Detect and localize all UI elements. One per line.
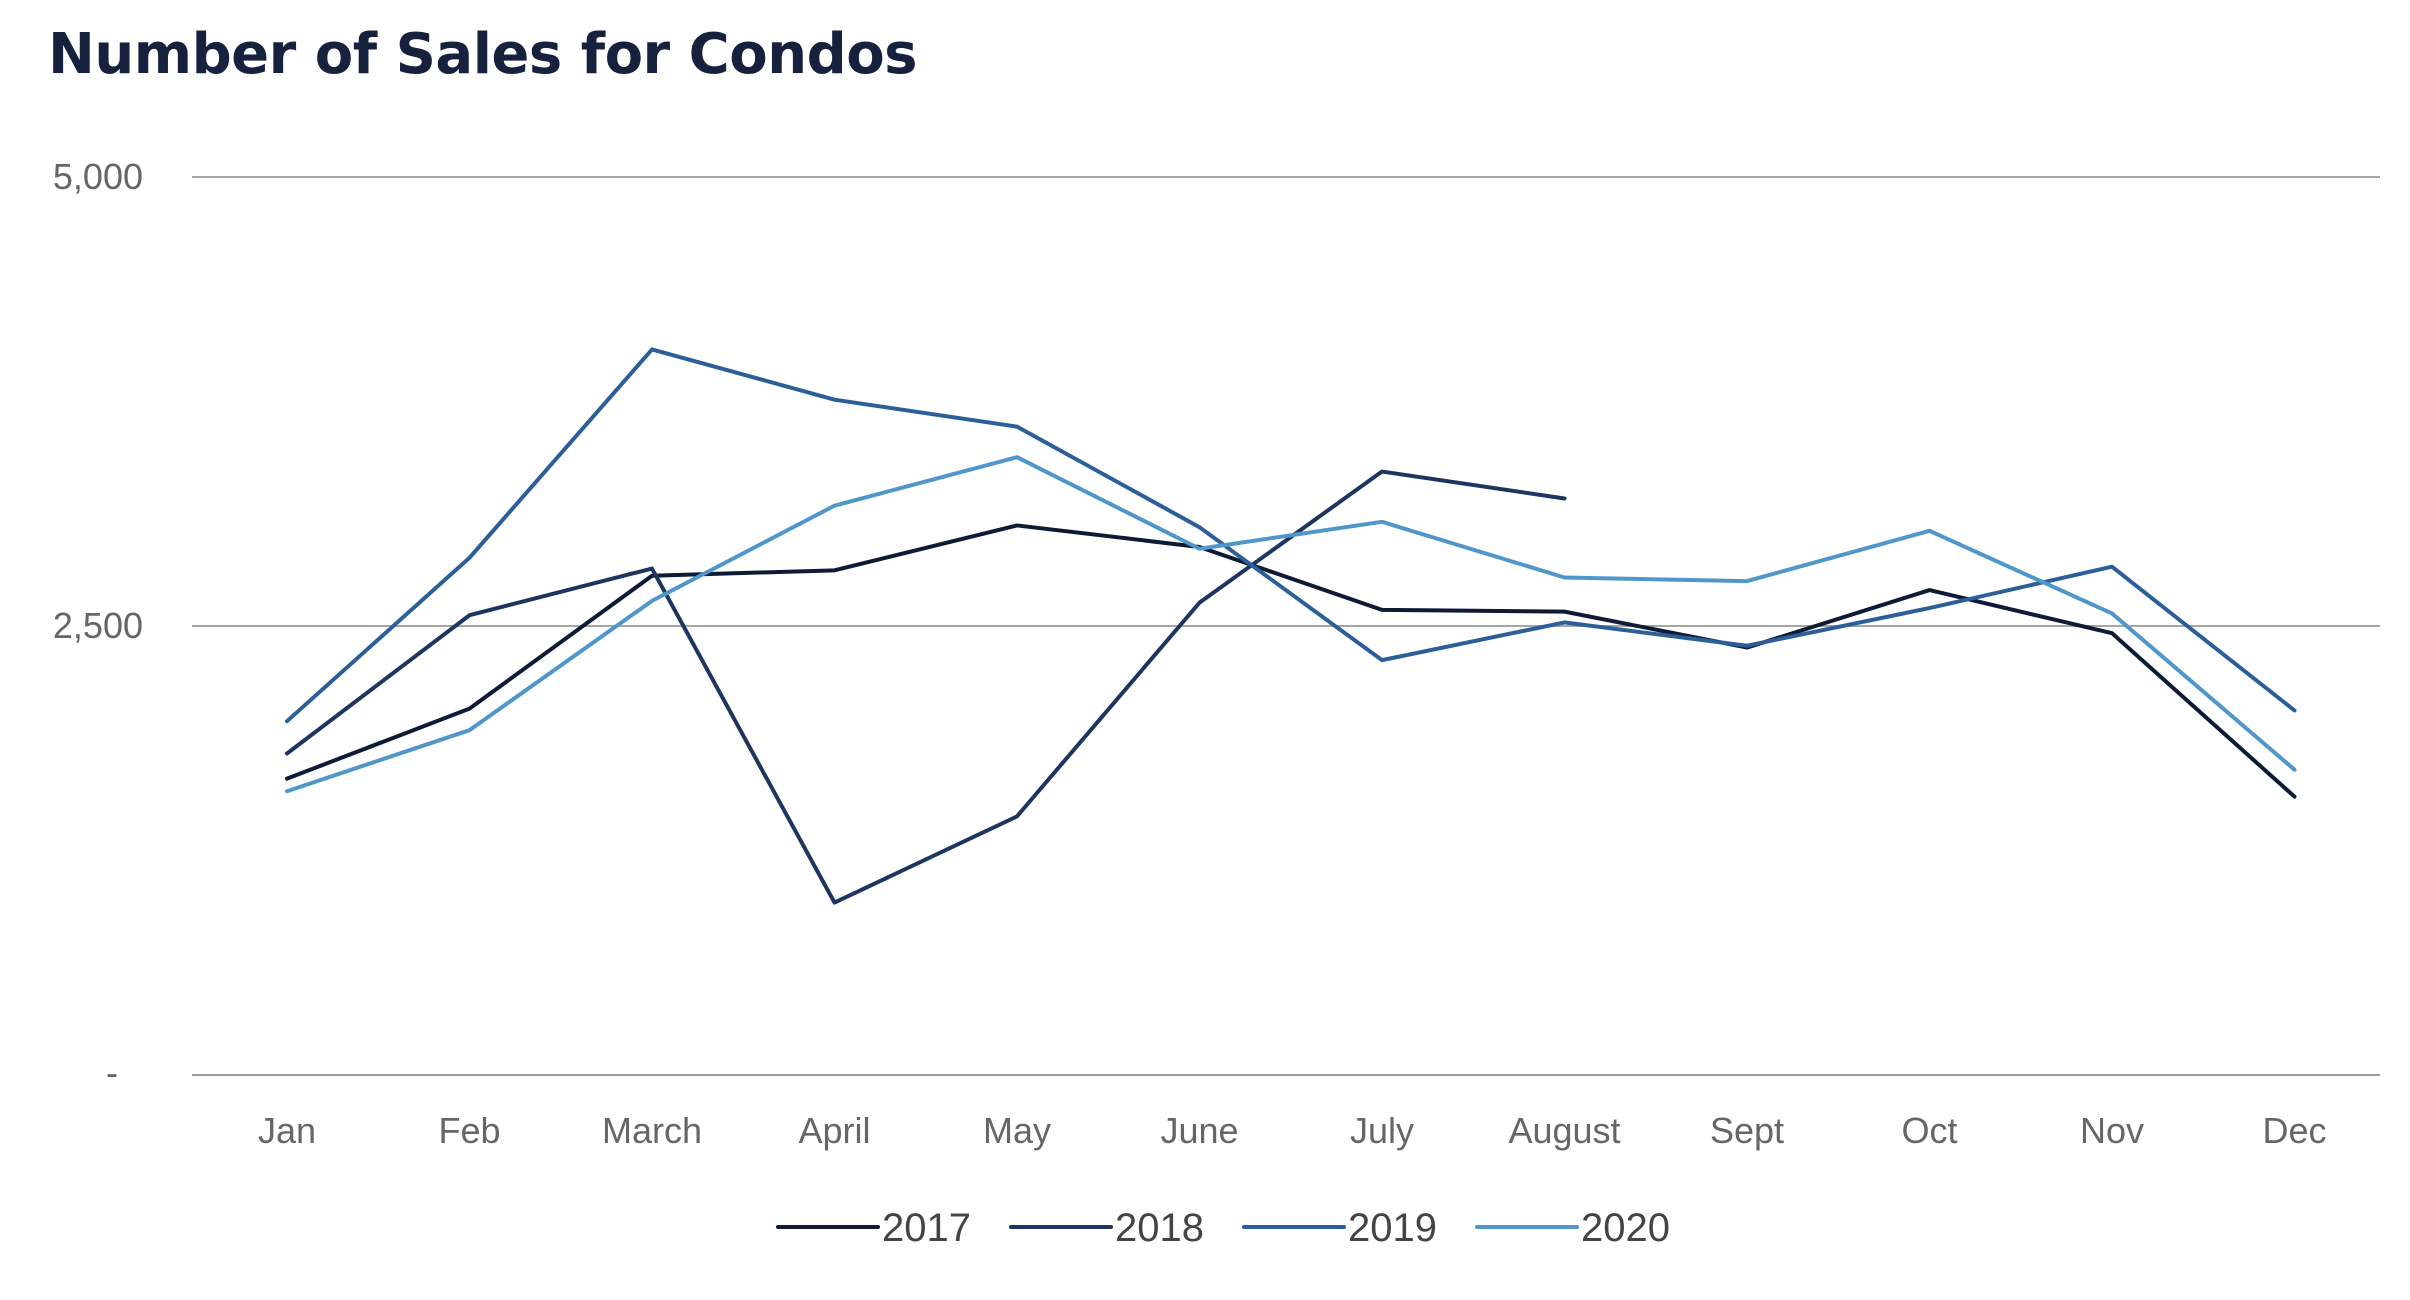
legend-label: 2020 bbox=[1581, 1206, 1670, 1250]
legend-item-2019: 2019 bbox=[1242, 1206, 1437, 1250]
legend-label: 2018 bbox=[1115, 1206, 1204, 1250]
gridlines bbox=[192, 176, 2380, 1076]
x-tick-label: June bbox=[1160, 1110, 1238, 1151]
chart-title: Number of Sales for Condos bbox=[48, 22, 918, 87]
series-line-2019 bbox=[285, 347, 2297, 724]
x-tick-label: Oct bbox=[1901, 1110, 1957, 1151]
y-axis-ticks: - 2,500 5,000 bbox=[53, 156, 143, 1093]
legend-item-2017: 2017 bbox=[776, 1206, 971, 1250]
x-tick-label: March bbox=[602, 1110, 702, 1151]
x-tick-label: May bbox=[983, 1110, 1051, 1151]
series-lines bbox=[285, 347, 2297, 905]
x-tick-label: Nov bbox=[2080, 1110, 2144, 1151]
legend-item-2018: 2018 bbox=[1009, 1206, 1204, 1250]
x-tick-label: August bbox=[1508, 1110, 1620, 1151]
x-tick-label: Sept bbox=[1710, 1110, 1784, 1151]
legend-label: 2017 bbox=[882, 1206, 971, 1250]
legend: 2017 2018 2019 2020 bbox=[776, 1206, 1670, 1250]
legend-label: 2019 bbox=[1348, 1206, 1437, 1250]
y-tick-label: 2,500 bbox=[53, 605, 143, 646]
legend-item-2020: 2020 bbox=[1475, 1206, 1670, 1250]
x-tick-label: Dec bbox=[2262, 1110, 2326, 1151]
series-line-2018 bbox=[285, 469, 1567, 905]
y-tick-label: - bbox=[106, 1052, 118, 1093]
x-tick-label: Jan bbox=[258, 1110, 316, 1151]
x-axis-ticks: Jan Feb March April May June July August Sept Oct… bbox=[258, 1110, 2327, 1151]
series-line-2020 bbox=[285, 455, 2297, 794]
y-tick-label: 5,000 bbox=[53, 156, 143, 197]
x-tick-label: Feb bbox=[438, 1110, 500, 1151]
series-line-2017 bbox=[285, 523, 2297, 799]
x-tick-label: July bbox=[1350, 1110, 1414, 1151]
x-tick-label: April bbox=[798, 1110, 870, 1151]
